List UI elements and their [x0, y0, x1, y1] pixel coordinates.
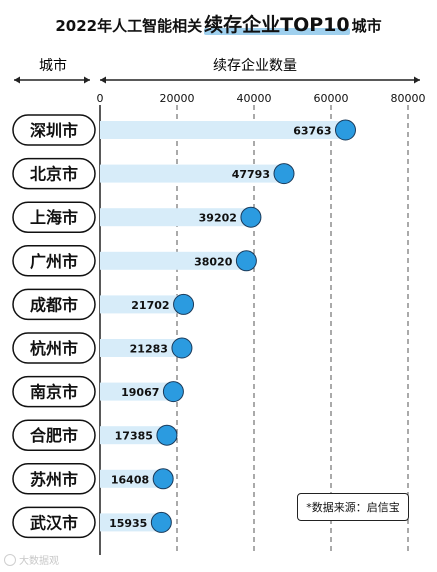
city-pill: [12, 332, 96, 364]
category-header-rule-arrow-left: [14, 76, 20, 84]
value-header: 续存企业数量: [213, 57, 297, 74]
bar: [100, 339, 182, 357]
bar: [100, 121, 346, 139]
city-label: 南京市: [30, 383, 78, 402]
bar: [100, 164, 285, 183]
city-pill: [12, 463, 96, 495]
watermark: 大数据观: [4, 552, 59, 567]
city-label: 上海市: [30, 208, 78, 227]
chart-title: 2022年人工智能相关 续存企业TOP10 城市: [0, 10, 437, 40]
value-header-rule-arrow-right: [414, 76, 420, 84]
bar: [100, 382, 174, 401]
x-axis-ticks: 0 20000 40000 60000 80000: [97, 92, 426, 105]
city-pill: [12, 114, 96, 146]
city-label: 北京市: [30, 165, 78, 184]
bar: [100, 251, 247, 270]
value-dot: [173, 293, 195, 315]
bar: [100, 513, 162, 532]
city-pill: [12, 375, 96, 408]
title-part-2: 续存企业TOP10: [204, 10, 351, 37]
data-label: 19067: [121, 386, 159, 399]
city-label: 广州市: [30, 252, 78, 271]
header-row: 城市 续存企业数量: [14, 57, 420, 84]
watermark-text: 大数据观: [19, 556, 59, 567]
title-part-3: 城市: [351, 17, 382, 35]
data-label: 15935: [109, 517, 147, 530]
data-label: 38020: [194, 255, 233, 268]
city-label: 武汉市: [30, 513, 78, 532]
x-tick-label: 80000: [391, 92, 426, 105]
data-label: 47793: [232, 168, 270, 181]
x-tick-label: 0: [97, 92, 104, 105]
bar: [100, 208, 251, 227]
data-label: 21702: [131, 299, 169, 312]
x-tick-label: 40000: [237, 92, 272, 105]
value-dot: [235, 250, 257, 272]
data-label: 16408: [111, 473, 149, 486]
value-dot: [156, 424, 178, 446]
bar: [100, 295, 184, 314]
value-dot: [150, 511, 172, 533]
bar: [100, 426, 167, 445]
city-pill: [12, 157, 96, 190]
value-dot: [240, 206, 262, 228]
x-tick-label: 60000: [314, 92, 349, 105]
bar: [100, 469, 164, 488]
city-label: 成都市: [30, 295, 78, 314]
x-tick-label: 20000: [160, 92, 195, 105]
category-header: 城市: [39, 57, 67, 74]
city-pill: [12, 201, 96, 233]
city-pill: [12, 506, 96, 539]
city-label: 杭州市: [30, 339, 78, 358]
city-pill: [12, 245, 96, 277]
value-dot: [273, 163, 295, 185]
city-label: 深圳市: [30, 121, 78, 140]
city-pill: [12, 419, 96, 451]
source-note: *数据来源：启信宝: [297, 493, 409, 521]
watermark-logo-icon: [4, 553, 16, 566]
title-part-1: 2022年人工智能相关: [55, 17, 203, 35]
bars: 63763 47793 39202 38020 21702 21283 19067 17385…: [100, 119, 356, 533]
data-label: 21283: [130, 343, 168, 356]
city-label: 苏州市: [30, 470, 78, 489]
value-dot: [162, 381, 184, 403]
city-label: 合肥市: [30, 426, 78, 445]
data-label: 17385: [115, 430, 153, 443]
value-dot: [171, 337, 193, 359]
data-label: 63763: [293, 125, 331, 138]
value-dot: [152, 468, 174, 490]
data-label: 39202: [199, 212, 237, 225]
city-pill: [12, 288, 96, 321]
category-header-rule-arrow-right: [84, 76, 90, 84]
value-dot: [334, 119, 356, 141]
value-header-rule-arrow-left: [100, 76, 106, 84]
